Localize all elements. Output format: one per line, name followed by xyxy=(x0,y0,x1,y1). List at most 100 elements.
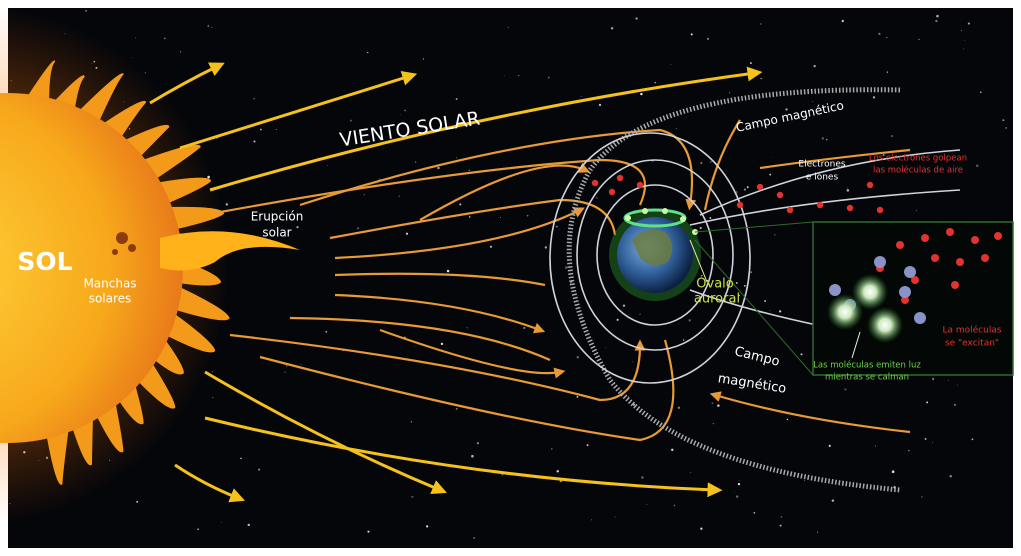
star xyxy=(437,167,439,169)
star xyxy=(921,496,922,497)
star xyxy=(473,537,474,538)
star xyxy=(750,62,752,64)
excited-molecule xyxy=(867,307,903,343)
star xyxy=(736,282,738,284)
aurora-point xyxy=(662,208,668,214)
star xyxy=(400,115,401,116)
star xyxy=(688,319,690,321)
star xyxy=(779,310,781,312)
emission-label: Las moléculas emiten luz xyxy=(813,360,921,371)
star xyxy=(456,408,458,410)
electron xyxy=(981,254,989,262)
electron xyxy=(921,234,929,242)
star xyxy=(504,75,505,76)
star xyxy=(469,216,471,218)
star xyxy=(671,449,673,451)
sunspots-label: Manchas xyxy=(83,277,136,291)
star xyxy=(817,532,818,533)
star xyxy=(770,310,771,311)
star xyxy=(132,57,133,58)
star xyxy=(253,98,254,99)
sunspot xyxy=(128,244,136,252)
star xyxy=(712,402,714,404)
star xyxy=(411,421,412,422)
star xyxy=(565,266,568,269)
star xyxy=(606,347,607,348)
star xyxy=(212,371,213,372)
excited-label: La moléculas xyxy=(942,325,1001,336)
star xyxy=(557,470,559,472)
star xyxy=(963,48,964,49)
star xyxy=(284,371,286,373)
star xyxy=(886,37,887,38)
sun-label: SOL xyxy=(17,247,72,276)
star xyxy=(591,519,592,520)
star xyxy=(423,58,424,59)
star xyxy=(813,65,815,67)
star xyxy=(844,388,846,390)
star xyxy=(710,161,711,162)
star xyxy=(615,516,616,517)
star xyxy=(456,98,458,100)
star xyxy=(935,20,937,22)
star xyxy=(847,188,848,189)
particles-label: e iones xyxy=(806,173,839,183)
star xyxy=(764,300,766,302)
star xyxy=(221,522,222,523)
star xyxy=(847,189,850,192)
electron xyxy=(896,241,904,249)
star xyxy=(744,285,746,287)
star xyxy=(628,396,629,397)
star xyxy=(477,442,479,444)
star xyxy=(527,215,529,217)
star xyxy=(926,401,928,403)
star xyxy=(623,304,625,306)
star xyxy=(781,516,783,518)
star xyxy=(760,23,761,24)
emission-label: mientras se calman xyxy=(825,373,909,383)
star xyxy=(640,93,642,95)
star xyxy=(976,164,979,167)
star xyxy=(599,104,601,106)
electron xyxy=(847,205,853,211)
electron xyxy=(777,192,783,198)
star xyxy=(736,495,738,497)
electron xyxy=(956,258,964,266)
star xyxy=(878,33,880,35)
star xyxy=(523,327,525,329)
electron xyxy=(946,228,954,236)
oval-label: auroral xyxy=(694,292,740,307)
excited-molecule xyxy=(852,274,888,310)
star xyxy=(954,404,956,406)
star xyxy=(700,528,702,530)
star xyxy=(258,469,260,471)
star xyxy=(415,161,416,162)
star xyxy=(964,40,965,41)
star xyxy=(739,480,740,481)
star xyxy=(556,226,558,228)
star xyxy=(968,22,970,24)
star xyxy=(729,92,730,93)
star xyxy=(647,504,648,505)
electron xyxy=(931,254,939,262)
star xyxy=(801,353,803,355)
electron xyxy=(867,182,873,188)
star xyxy=(500,217,501,218)
star xyxy=(826,139,827,140)
star xyxy=(587,444,589,446)
star xyxy=(260,129,262,131)
star xyxy=(617,319,619,321)
star xyxy=(674,505,676,507)
star xyxy=(296,226,298,228)
star xyxy=(780,525,782,527)
star xyxy=(908,450,909,451)
star xyxy=(702,338,703,339)
star xyxy=(713,423,714,424)
star xyxy=(577,356,579,358)
star xyxy=(548,77,550,79)
star xyxy=(787,419,788,420)
star xyxy=(832,499,834,501)
star xyxy=(683,339,684,340)
star xyxy=(411,496,413,498)
star xyxy=(581,96,582,97)
